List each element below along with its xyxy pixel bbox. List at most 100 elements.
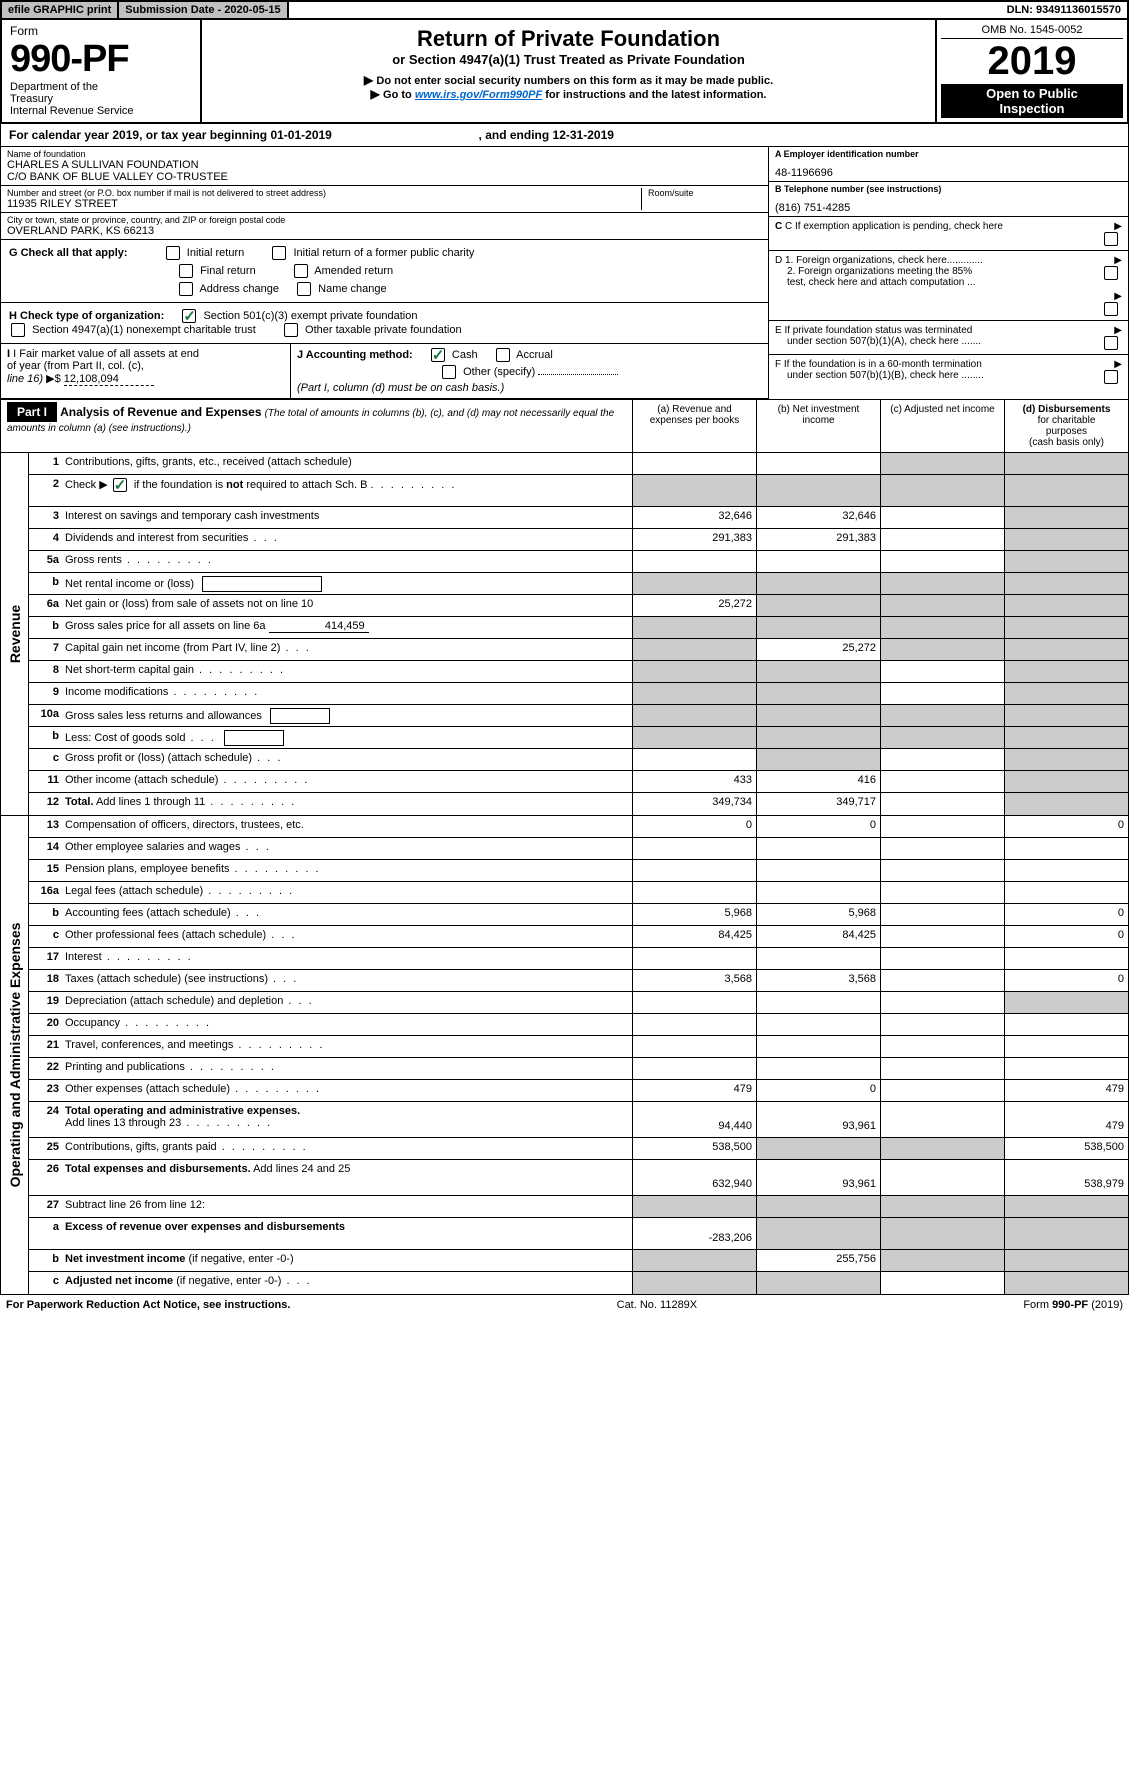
foundation-name-1: CHARLES A SULLIVAN FOUNDATION <box>7 159 762 171</box>
irs-link[interactable]: www.irs.gov/Form990PF <box>415 89 542 101</box>
instruction-2: ▶ Go to www.irs.gov/Form990PF for instru… <box>212 87 925 101</box>
line-7: Capital gain net income (from Part IV, l… <box>65 639 633 660</box>
j-note: (Part I, column (d) must be on cash basi… <box>297 382 504 394</box>
name-label: Name of foundation <box>7 149 762 159</box>
e2-label: under section 507(b)(1)(A), check here .… <box>775 336 1092 347</box>
line-1: Contributions, gifts, grants, etc., rece… <box>65 453 633 474</box>
col-d-header: (d) Disbursements for charitable purpose… <box>1005 400 1128 452</box>
checkbox-e[interactable] <box>1104 336 1118 350</box>
section-g: G Check all that apply: Initial return I… <box>1 240 768 303</box>
submission-date: Submission Date - 2020-05-15 <box>119 2 288 18</box>
line-8: Net short-term capital gain <box>65 661 633 682</box>
line-14: Other employee salaries and wages <box>65 838 633 859</box>
line-20: Occupancy <box>65 1014 633 1035</box>
section-i-j: I I Fair market value of all assets at e… <box>1 344 768 399</box>
line-6a: Net gain or (loss) from sale of assets n… <box>65 595 633 616</box>
line-26: Total expenses and disbursements. Add li… <box>65 1160 633 1195</box>
form-number: 990-PF <box>10 38 192 81</box>
phone-value: (816) 751-4285 <box>775 202 1122 214</box>
line-27: Subtract line 26 from line 12: <box>65 1196 633 1217</box>
i-label-3: line 16) ▶$ 12,108,094 <box>7 372 284 386</box>
line-10a: Gross sales less returns and allowances <box>65 705 633 726</box>
instruction-1: ▶ Do not enter social security numbers o… <box>212 73 925 87</box>
checkbox-accrual[interactable] <box>496 348 510 362</box>
part1-header: Part I Analysis of Revenue and Expenses … <box>0 399 1129 453</box>
line-15: Pension plans, employee benefits <box>65 860 633 881</box>
checkbox-name-change[interactable] <box>297 282 311 296</box>
line-12: Total. Total. Add lines 1 through 11Add … <box>65 793 633 815</box>
line-24: Total operating and administrative expen… <box>65 1102 633 1137</box>
efile-print-button[interactable]: efile GRAPHIC print <box>2 2 119 18</box>
foundation-name-2: C/O BANK OF BLUE VALLEY CO-TRUSTEE <box>7 171 762 183</box>
checkbox-d2[interactable] <box>1104 302 1118 316</box>
revenue-table: Revenue 1Contributions, gifts, grants, e… <box>0 453 1129 816</box>
dept-line2: Treasury <box>10 93 192 105</box>
line-16c: Other professional fees (attach schedule… <box>65 926 633 947</box>
col-c-header: (c) Adjusted net income <box>881 400 1005 452</box>
checkbox-initial-return[interactable] <box>166 246 180 260</box>
line-3: Interest on savings and temporary cash i… <box>65 507 633 528</box>
f2-label: under section 507(b)(1)(B), check here .… <box>775 370 1092 381</box>
line-11: Other income (attach schedule) <box>65 771 633 792</box>
col-b-header: (b) Net investment income <box>757 400 881 452</box>
entity-info-grid: Name of foundation CHARLES A SULLIVAN FO… <box>0 147 1129 399</box>
checkbox-other-method[interactable] <box>442 365 456 379</box>
line-9: Income modifications <box>65 683 633 704</box>
arrow-icon: ▶ <box>370 87 383 101</box>
line-19: Depreciation (attach schedule) and deple… <box>65 992 633 1013</box>
line-22: Printing and publications <box>65 1058 633 1079</box>
open-to-public: Open to Public Inspection <box>941 84 1123 118</box>
dln-number: DLN: 93491136015570 <box>1001 2 1127 18</box>
checkbox-initial-former[interactable] <box>272 246 286 260</box>
city-state-zip: OVERLAND PARK, KS 66213 <box>7 225 762 237</box>
d2a-label: 2. Foreign organizations meeting the 85% <box>787 266 972 277</box>
checkbox-cash[interactable] <box>431 348 445 362</box>
g-label: G Check all that apply: <box>9 247 128 259</box>
ein-label: A Employer identification number <box>775 149 919 159</box>
form-title-block: Return of Private Foundation or Section … <box>202 20 937 122</box>
i-label-1: I I Fair market value of all assets at e… <box>7 348 284 360</box>
calendar-year-line: For calendar year 2019, or tax year begi… <box>0 124 1129 147</box>
checkbox-address-change[interactable] <box>179 282 193 296</box>
expenses-table: Operating and Administrative Expenses 13… <box>0 816 1129 1295</box>
line-27a: Excess of revenue over expenses and disb… <box>65 1218 633 1249</box>
line-17: Interest <box>65 948 633 969</box>
j-label: J Accounting method: <box>297 349 413 361</box>
phone-label: B Telephone number (see instructions) <box>775 184 941 194</box>
revenue-side-label: Revenue <box>1 453 29 815</box>
checkbox-c[interactable] <box>1104 232 1118 246</box>
col-a-header: (a) Revenue and expenses per books <box>633 400 757 452</box>
form-subtitle: or Section 4947(a)(1) Trust Treated as P… <box>212 52 925 67</box>
line-5a: Gross rents <box>65 551 633 572</box>
checkbox-501c3[interactable] <box>182 309 196 323</box>
checkbox-sch-b[interactable] <box>113 478 127 492</box>
checkbox-other-taxable[interactable] <box>284 323 298 337</box>
omb-number: OMB No. 1545-0052 <box>941 24 1123 39</box>
street-label: Number and street (or P.O. box number if… <box>7 188 641 198</box>
checkbox-f[interactable] <box>1104 370 1118 384</box>
line-6b: Gross sales price for all assets on line… <box>65 617 633 638</box>
line-27c: Adjusted net income (if negative, enter … <box>65 1272 633 1294</box>
checkbox-d1[interactable] <box>1104 266 1118 280</box>
ein-value: 48-1196696 <box>775 167 1122 179</box>
city-label: City or town, state or province, country… <box>7 215 762 225</box>
form-number-block: Form 990-PF Department of the Treasury I… <box>2 20 202 122</box>
line-16a: Legal fees (attach schedule) <box>65 882 633 903</box>
checkbox-4947[interactable] <box>11 323 25 337</box>
fmv-value: 12,108,094 <box>64 373 154 386</box>
d2b-label: test, check here and attach computation … <box>787 277 975 288</box>
dept-line1: Department of the <box>10 81 192 93</box>
part1-title: Analysis of Revenue and Expenses <box>60 405 261 419</box>
checkbox-final-return[interactable] <box>179 264 193 278</box>
year-block: OMB No. 1545-0052 2019 Open to Public In… <box>937 20 1127 122</box>
line-2: Check ▶ if the foundation is not require… <box>65 475 633 506</box>
line-4: Dividends and interest from securities <box>65 529 633 550</box>
street-address: 11935 RILEY STREET <box>7 198 641 210</box>
line-16b: Accounting fees (attach schedule) <box>65 904 633 925</box>
dept-line3: Internal Revenue Service <box>10 105 192 117</box>
line-21: Travel, conferences, and meetings <box>65 1036 633 1057</box>
i-label-2: of year (from Part II, col. (c), <box>7 360 284 372</box>
form-header: Form 990-PF Department of the Treasury I… <box>0 20 1129 124</box>
checkbox-amended[interactable] <box>294 264 308 278</box>
h-label: H Check type of organization: <box>9 310 164 322</box>
